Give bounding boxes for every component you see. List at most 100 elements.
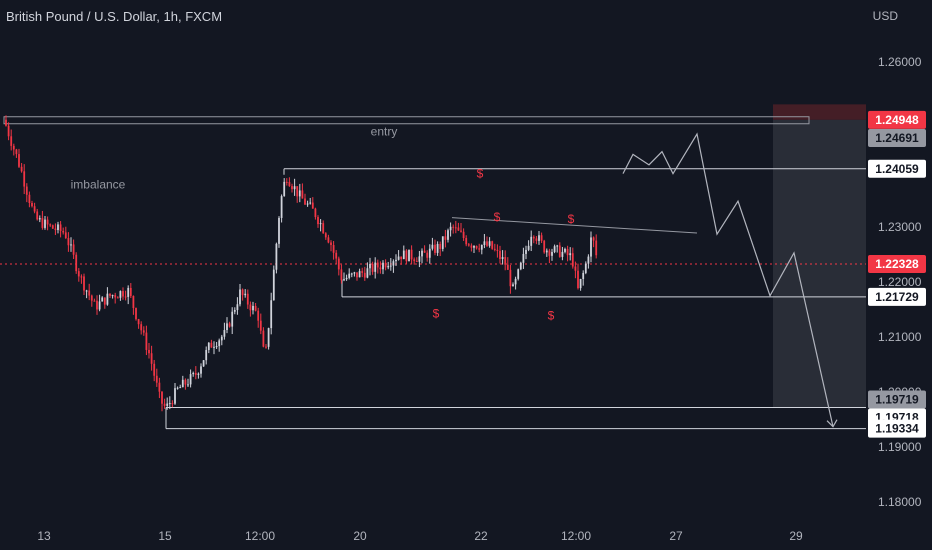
time-axis[interactable]: 13 15 12:00 20 22 12:00 27 29 — [37, 529, 803, 543]
price-label-text: 1.19719 — [875, 392, 919, 406]
candle-body — [397, 256, 400, 260]
candle-body — [590, 237, 592, 257]
candle-body — [478, 248, 481, 250]
candle-body — [161, 391, 163, 404]
candle-body — [558, 245, 561, 257]
candle-body — [148, 349, 150, 354]
candle-body — [38, 218, 41, 220]
candle-body — [122, 291, 124, 297]
candle-body — [569, 253, 572, 256]
candle-body — [571, 253, 574, 267]
candle-body — [254, 305, 257, 311]
candle-body — [449, 226, 452, 231]
candle-body — [163, 403, 166, 406]
x-tick-label: 13 — [37, 529, 51, 543]
candle-body — [345, 277, 348, 280]
candle-body — [59, 224, 62, 231]
candle-body — [257, 310, 260, 321]
stop-zone — [773, 104, 866, 120]
y-tick-label: 1.18000 — [878, 495, 922, 509]
candle-body — [70, 244, 72, 246]
liquidity-marker: $ — [494, 210, 501, 224]
candle-body — [454, 227, 457, 229]
candle-body — [64, 232, 67, 239]
candle-body — [142, 330, 145, 333]
liquidity-marker: $ — [568, 212, 575, 226]
candle-body — [382, 262, 384, 270]
candle-body — [49, 224, 52, 226]
candle-body — [145, 332, 148, 350]
candle-body — [522, 253, 525, 263]
candle-body — [582, 272, 585, 279]
x-tick-label: 22 — [474, 529, 488, 543]
y-tick-label: 1.19000 — [878, 440, 922, 454]
candle-body — [75, 254, 78, 272]
candle-body — [340, 269, 343, 281]
candle-body — [405, 250, 408, 262]
candle-body — [379, 267, 382, 270]
candle-body — [236, 304, 239, 311]
candle-body — [504, 257, 507, 265]
candle-body — [150, 353, 153, 364]
candle-body — [270, 300, 273, 329]
candle-body — [194, 372, 197, 375]
candle-body — [436, 243, 439, 253]
candle-body — [291, 186, 293, 190]
price-label-text: 1.24691 — [875, 131, 919, 145]
price-label-box — [868, 390, 926, 409]
liquidity-marker: $ — [548, 309, 555, 323]
price-label-box — [868, 128, 926, 147]
candle-body — [83, 276, 85, 291]
y-tick-label: 1.26000 — [878, 55, 922, 69]
candle-body — [77, 271, 80, 277]
candle-body — [413, 259, 416, 262]
candle-body — [369, 263, 371, 269]
candle-body — [267, 328, 270, 347]
candle-body — [10, 136, 13, 146]
candle-body — [452, 226, 455, 228]
candle-body — [62, 230, 65, 233]
candle-body — [51, 225, 54, 229]
candle-body — [460, 230, 462, 232]
candle-body — [88, 290, 91, 296]
candle-body — [483, 241, 486, 245]
candle-body — [475, 245, 478, 249]
price-label-box — [868, 159, 926, 178]
candle-body — [298, 190, 301, 197]
price-label-box — [868, 110, 926, 129]
candle-body — [330, 242, 332, 246]
candle-body — [441, 236, 444, 249]
candle-body — [358, 271, 361, 278]
annotations: entry imbalance $ $ $ $ $ — [71, 124, 575, 322]
price-label-box — [868, 254, 926, 273]
candle-body — [395, 259, 397, 262]
candle-body — [205, 349, 208, 361]
candle-body — [220, 336, 223, 341]
candle-body — [36, 211, 39, 220]
candle-body — [116, 297, 119, 299]
candle-body — [356, 272, 358, 278]
candle-body — [400, 256, 403, 260]
candle-body — [532, 236, 535, 239]
candle-body — [246, 293, 249, 305]
candle-body — [301, 190, 304, 199]
candle-body — [306, 203, 309, 205]
projection — [622, 132, 838, 428]
candle-body — [278, 217, 280, 244]
currency-label: USD — [872, 9, 898, 23]
candle-body — [288, 182, 291, 187]
candle-body — [493, 248, 496, 250]
candle-body — [171, 403, 174, 405]
candle-body — [514, 278, 517, 285]
candle-body — [231, 311, 234, 327]
candle-body — [314, 208, 317, 218]
candle-body — [296, 186, 299, 197]
candle-body — [111, 295, 114, 297]
candle-body — [12, 145, 15, 150]
candle-body — [543, 240, 546, 253]
candle-body — [244, 293, 247, 296]
candle-body — [486, 241, 488, 246]
candle-body — [376, 262, 379, 268]
candle-body — [54, 228, 57, 231]
